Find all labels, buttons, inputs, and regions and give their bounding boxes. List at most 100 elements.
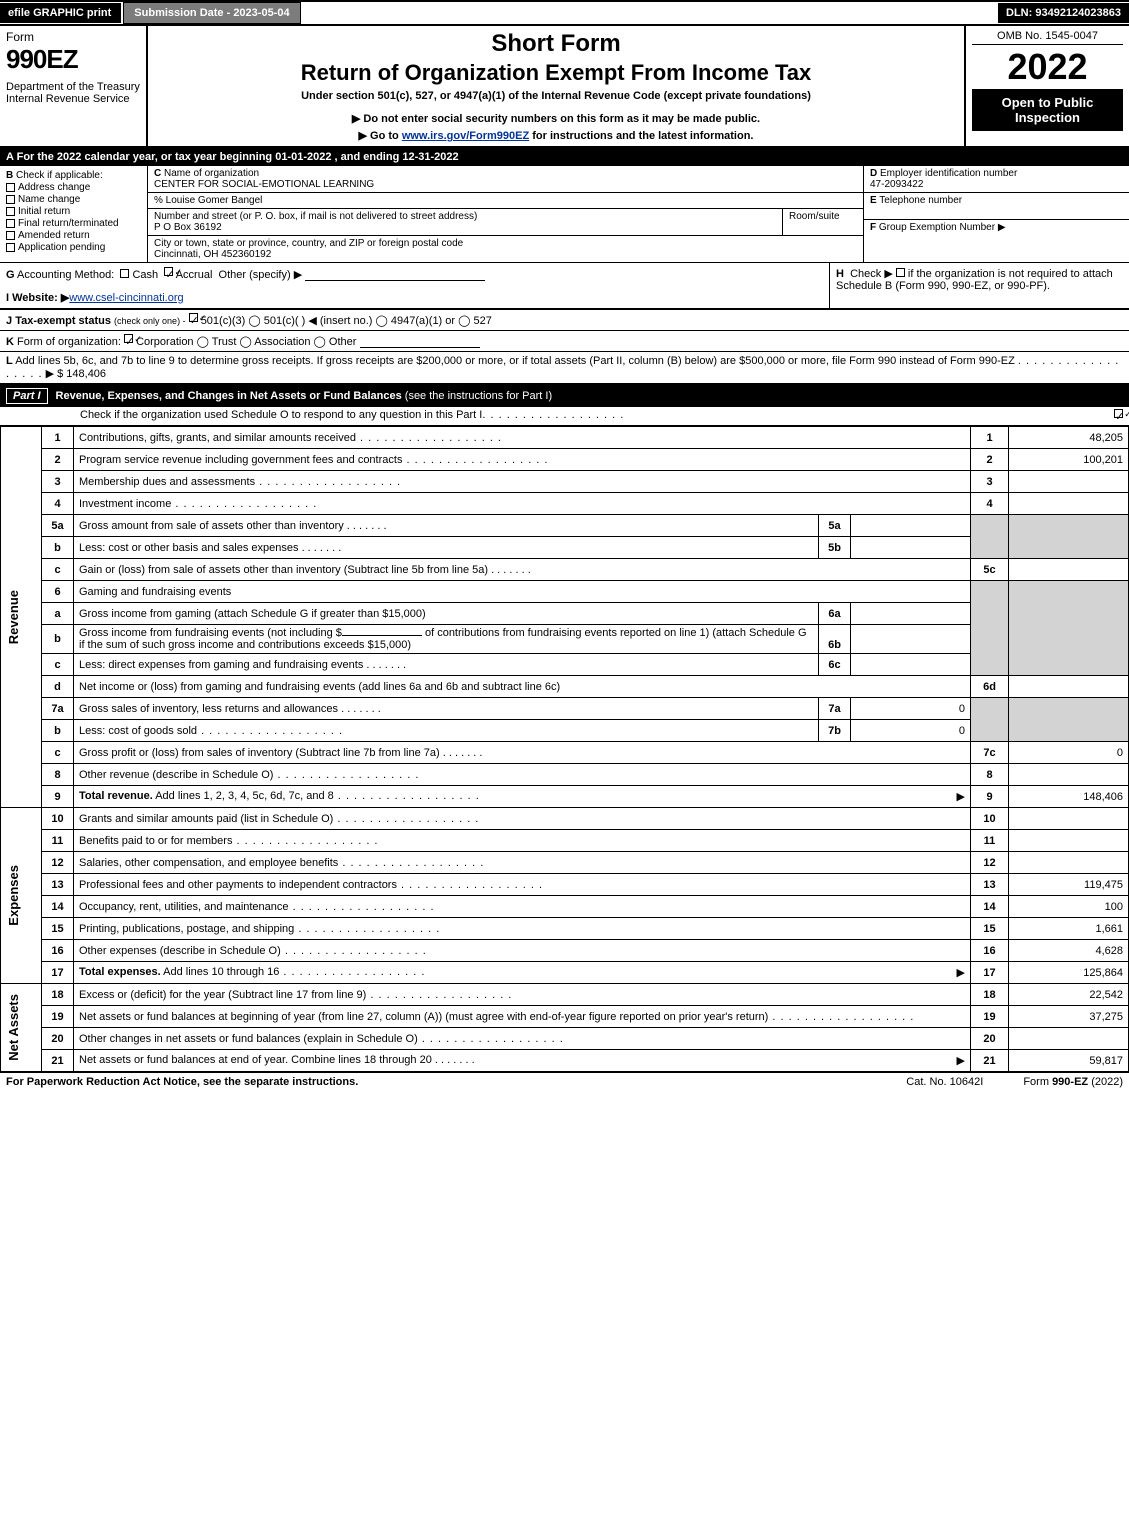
chk-pending[interactable] — [6, 243, 15, 252]
line2-val: 100,201 — [1009, 449, 1129, 471]
part1-title: Revenue, Expenses, and Changes in Net As… — [56, 390, 553, 402]
k-other-blank[interactable] — [360, 336, 480, 348]
line11-val — [1009, 830, 1129, 852]
form-number: 990EZ — [6, 44, 140, 75]
top-bar: efile GRAPHIC print Submission Date - 20… — [0, 0, 1129, 26]
line7a-val: 0 — [851, 698, 971, 720]
line19-val: 37,275 — [1009, 1006, 1129, 1028]
line3-val — [1009, 471, 1129, 493]
col-b: B Check if applicable: Address change Na… — [0, 166, 148, 262]
line15-val: 1,661 — [1009, 918, 1129, 940]
line6c-val — [851, 654, 971, 676]
line17-val: 125,864 — [1009, 962, 1129, 984]
part1-header: Part I Revenue, Expenses, and Changes in… — [0, 385, 1129, 407]
line1-val: 48,205 — [1009, 427, 1129, 449]
col-h: H Check ▶ if the organization is not req… — [829, 263, 1129, 308]
website-link[interactable]: www.csel-cincinnati.org — [69, 292, 183, 304]
line16-val: 4,628 — [1009, 940, 1129, 962]
f-arrow: ▶ — [998, 222, 1006, 233]
line5c-val — [1009, 559, 1129, 581]
a-label: A — [6, 151, 17, 163]
b-label: B — [6, 170, 13, 181]
line13-val: 119,475 — [1009, 874, 1129, 896]
chk-address[interactable] — [6, 183, 15, 192]
line6a-val — [851, 603, 971, 625]
expenses-sidebar: Expenses — [1, 808, 42, 984]
c-label: C — [154, 168, 161, 179]
chk-corp[interactable]: ✓ — [124, 334, 133, 343]
submission-date: Submission Date - 2023-05-04 — [123, 2, 300, 24]
col-c: C Name of organization CENTER FOR SOCIAL… — [148, 166, 864, 262]
form-header: Form 990EZ Department of the Treasury In… — [0, 26, 1129, 148]
chk-501c3[interactable]: ✓ — [189, 313, 198, 322]
line6b-val — [851, 625, 971, 654]
chk-schedule-o[interactable]: ✓ — [1114, 409, 1123, 418]
under-section: Under section 501(c), 527, or 4947(a)(1)… — [158, 90, 954, 102]
open-public: Open to Public Inspection — [972, 89, 1123, 131]
chk-final[interactable] — [6, 219, 15, 228]
chk-cash[interactable] — [120, 269, 129, 278]
line14-val: 100 — [1009, 896, 1129, 918]
chk-amended[interactable] — [6, 231, 15, 240]
pra-notice: For Paperwork Reduction Act Notice, see … — [6, 1076, 358, 1088]
line5a-val — [851, 515, 971, 537]
line5b-val — [851, 537, 971, 559]
chk-initial[interactable] — [6, 207, 15, 216]
line21-val: 59,817 — [1009, 1050, 1129, 1072]
gross-receipts: 148,406 — [66, 368, 106, 380]
department: Department of the Treasury Internal Reve… — [6, 81, 140, 105]
chk-name[interactable] — [6, 195, 15, 204]
org-name: CENTER FOR SOCIAL-EMOTIONAL LEARNING — [154, 179, 374, 190]
goto-link: ▶ Go to www.irs.gov/Form990EZ for instru… — [158, 129, 954, 142]
part1-label: Part I — [6, 388, 48, 404]
city-state-zip: Cincinnati, OH 452360192 — [154, 249, 271, 260]
efile-label: efile GRAPHIC print — [0, 3, 121, 23]
header-center: Short Form Return of Organization Exempt… — [148, 26, 964, 146]
short-form-title: Short Form — [158, 30, 954, 58]
care-of: % Louise Gomer Bangel — [148, 193, 863, 209]
ein: 47-2093422 — [870, 179, 923, 190]
irs-link[interactable]: www.irs.gov/Form990EZ — [402, 130, 529, 142]
netassets-sidebar: Net Assets — [1, 984, 42, 1072]
f-label: F — [870, 222, 876, 233]
line7b-val: 0 — [851, 720, 971, 742]
row-k: K Form of organization: ✓ Corporation ◯ … — [0, 330, 1129, 351]
line12-val — [1009, 852, 1129, 874]
line18-val: 22,542 — [1009, 984, 1129, 1006]
e-label: E — [870, 195, 877, 206]
chk-h[interactable] — [896, 268, 905, 277]
line8-val — [1009, 764, 1129, 786]
street: P O Box 36192 — [154, 222, 222, 233]
row-gh: G Accounting Method: Cash ✓ Accrual Othe… — [0, 263, 1129, 309]
tax-year: 2022 — [972, 45, 1123, 89]
row-l: L Add lines 5b, 6c, and 7b to line 9 to … — [0, 351, 1129, 385]
line20-val — [1009, 1028, 1129, 1050]
form-word: Form — [6, 30, 140, 44]
d-label: D — [870, 168, 877, 179]
line6d-val — [1009, 676, 1129, 698]
col-g: G Accounting Method: Cash ✓ Accrual Othe… — [0, 263, 829, 308]
a-text: For the 2022 calendar year, or tax year … — [17, 151, 459, 163]
revenue-sidebar: Revenue — [1, 427, 42, 808]
line7c-val: 0 — [1009, 742, 1129, 764]
form-ref: Form 990-EZ (2022) — [1023, 1076, 1123, 1088]
line4-val — [1009, 493, 1129, 515]
dln: DLN: 93492124023863 — [998, 3, 1129, 23]
header-left: Form 990EZ Department of the Treasury In… — [0, 26, 148, 146]
cat-no: Cat. No. 10642I — [906, 1076, 983, 1088]
part1-check-line: Check if the organization used Schedule … — [0, 407, 1129, 426]
header-right: OMB No. 1545-0047 2022 Open to Public In… — [964, 26, 1129, 146]
footer: For Paperwork Reduction Act Notice, see … — [0, 1072, 1129, 1091]
return-title: Return of Organization Exempt From Incom… — [158, 60, 954, 86]
omb-number: OMB No. 1545-0047 — [972, 28, 1123, 45]
line9-val: 148,406 — [1009, 786, 1129, 808]
no-ssn: ▶ Do not enter social security numbers o… — [158, 112, 954, 125]
col-def: D Employer identification number 47-2093… — [864, 166, 1129, 262]
room-suite: Room/suite — [783, 209, 863, 235]
line10-val — [1009, 808, 1129, 830]
row-j: J Tax-exempt status (check only one) - ✓… — [0, 309, 1129, 330]
part1-table: Revenue 1 Contributions, gifts, grants, … — [0, 426, 1129, 1072]
chk-accrual[interactable]: ✓ — [164, 267, 173, 276]
other-specify[interactable] — [305, 269, 485, 281]
section-bcdef: B Check if applicable: Address change Na… — [0, 166, 1129, 263]
